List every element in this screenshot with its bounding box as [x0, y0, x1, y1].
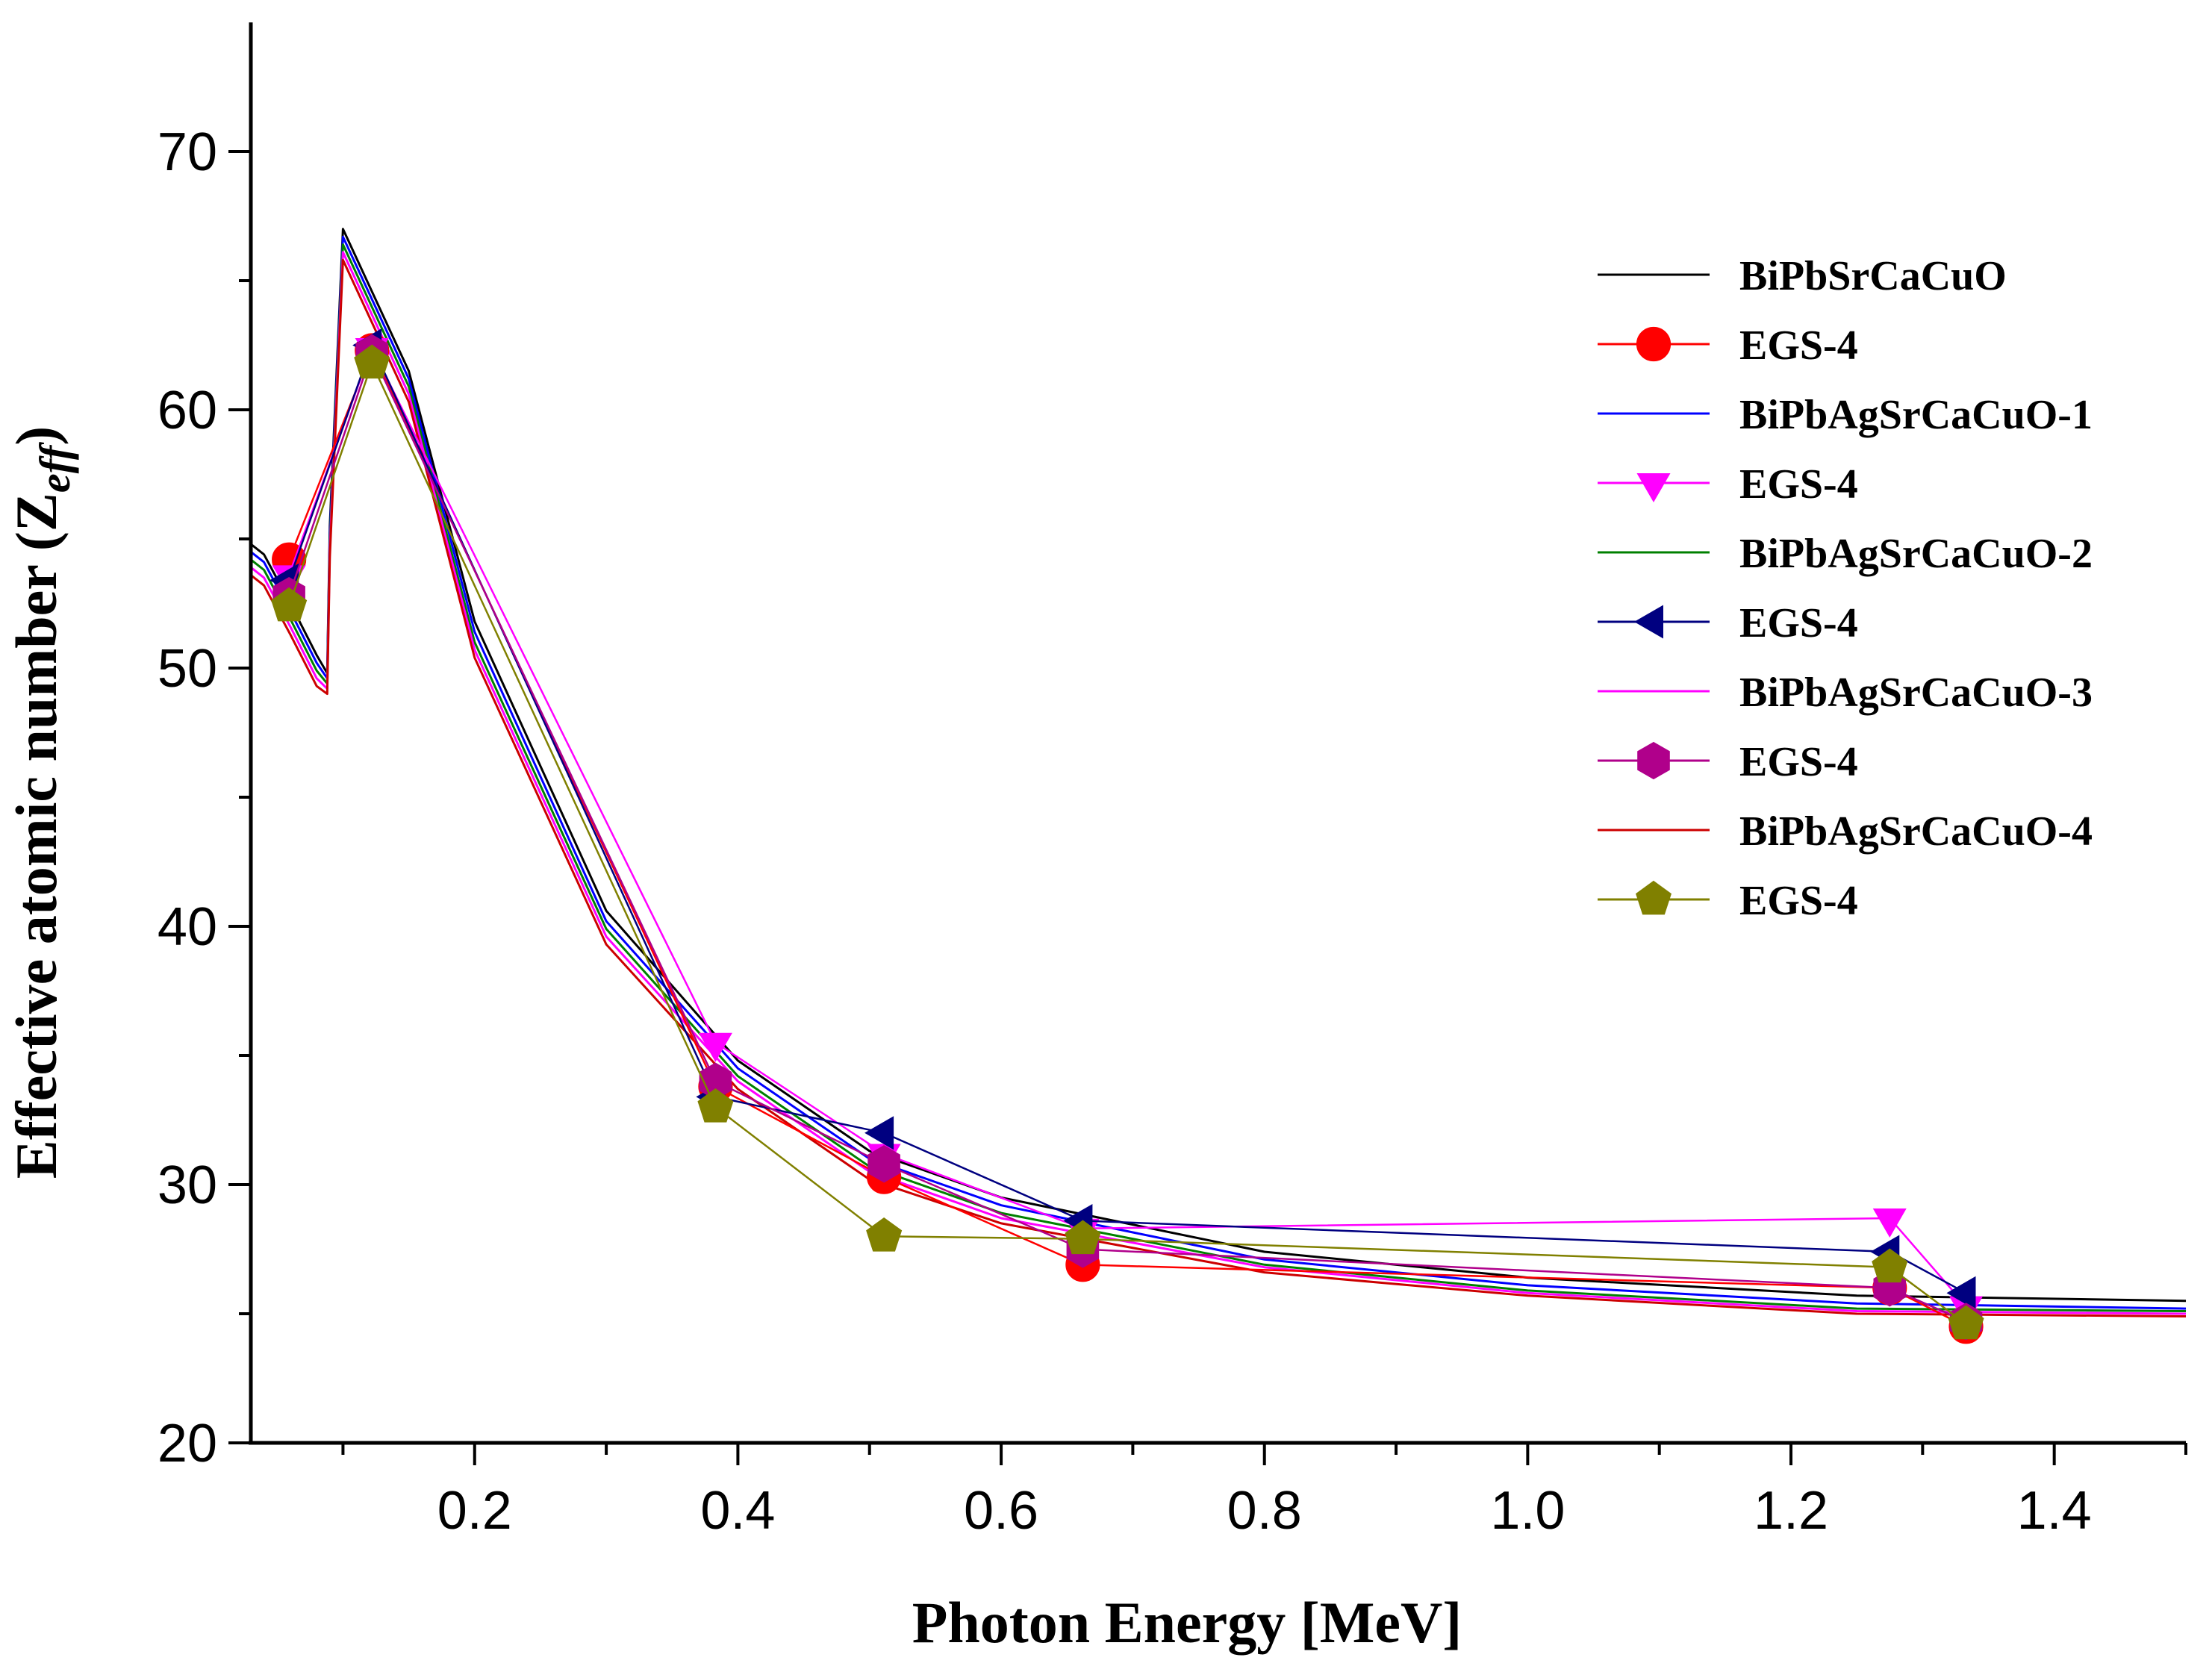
legend: BiPbSrCaCuO EGS-4 BiPbAgSrCaCuO-1 EGS-4 BiPb… — [1598, 253, 2093, 924]
legend-label: EGS-4 — [1739, 878, 1858, 924]
egs4-marker-5-5 — [1065, 1220, 1101, 1255]
legend-entry-3: BiPbAgSrCaCuO-1 — [1598, 392, 2093, 438]
x-axis-title: Photon Energy [MeV] — [912, 1590, 1462, 1655]
legend-entry-4: EGS-4 — [1598, 461, 1858, 508]
x-tick-label: 1.4 — [2017, 1481, 2092, 1541]
legend-marker-swatch — [1636, 326, 1672, 362]
series-line-2 — [250, 235, 2187, 1310]
y-axis-title: Effective atomic number (Zeff) — [4, 426, 79, 1179]
legend-entry-9: BiPbAgSrCaCuO-4 — [1598, 808, 2093, 855]
egs4-marker-5-3 — [697, 1088, 734, 1123]
legend-label: EGS-4 — [1739, 322, 1858, 369]
x-tick-label: 0.2 — [437, 1481, 512, 1541]
legend-label: BiPbAgSrCaCuO-2 — [1739, 531, 2093, 577]
egs4-marker-5-7 — [1948, 1305, 1984, 1340]
legend-label: EGS-4 — [1739, 461, 1858, 508]
egs4-marker-5-2 — [354, 344, 390, 379]
legend-marker-swatch — [1636, 880, 1672, 915]
legend-marker-swatch — [1637, 741, 1670, 780]
egs4-line-5 — [287, 361, 1967, 1325]
x-tick-label: 0.8 — [1227, 1481, 1302, 1541]
y-tick-label: 60 — [158, 381, 217, 440]
egs4-marker-5-1 — [271, 587, 308, 622]
plot-area — [250, 228, 2187, 1344]
y-axis-title-close: ) — [4, 426, 69, 446]
legend-label: BiPbAgSrCaCuO-1 — [1739, 392, 2093, 438]
x-tick-label: 0.4 — [700, 1481, 775, 1541]
legend-entry-7: BiPbAgSrCaCuO-3 — [1598, 670, 2093, 716]
y-tick-label: 50 — [158, 639, 217, 699]
egs4-line-2 — [287, 345, 1967, 1307]
series-line-5 — [250, 258, 2187, 1317]
egs4-marker-4-4 — [867, 1145, 900, 1183]
legend-label: EGS-4 — [1739, 600, 1858, 646]
legend-entry-2: EGS-4 — [1598, 322, 1858, 369]
x-tick-label: 1.2 — [1754, 1481, 1828, 1541]
legend-label: BiPbAgSrCaCuO-3 — [1739, 670, 2093, 716]
legend-entry-5: BiPbAgSrCaCuO-2 — [1598, 531, 2093, 577]
y-tick-label: 70 — [158, 122, 217, 182]
legend-marker-swatch — [1634, 605, 1663, 639]
x-tick-label: 0.6 — [964, 1481, 1038, 1541]
egs4-marker-5-4 — [866, 1217, 903, 1252]
legend-label: EGS-4 — [1739, 739, 1858, 785]
series-line-4 — [250, 251, 2187, 1315]
y-tick-label: 30 — [158, 1155, 217, 1215]
series-line-1 — [250, 228, 2187, 1303]
egs4-line-3 — [287, 343, 1967, 1294]
egs4-line-1 — [287, 348, 1967, 1328]
legend-marker-swatch — [1636, 473, 1671, 502]
y-axis-title-subscript: eff — [31, 441, 79, 493]
legend-entry-10: EGS-4 — [1598, 878, 1858, 924]
egs4-marker-5-6 — [1872, 1248, 1908, 1283]
y-axis-title-main: Effective atomic number (Z — [4, 493, 69, 1179]
egs4-marker-3-7 — [1946, 1276, 1976, 1310]
y-tick-label: 40 — [158, 897, 217, 957]
x-tick-label: 1.0 — [1490, 1481, 1565, 1541]
y-tick-label: 20 — [158, 1414, 217, 1473]
egs4-marker-3-4 — [864, 1116, 894, 1150]
legend-entry-8: EGS-4 — [1598, 739, 1858, 785]
axes: 0.2 0.4 0.6 0.8 1.0 1.2 1.4 20 30 40 50 60 70 — [158, 22, 2187, 1541]
egs4-marker-2-6 — [1872, 1208, 1907, 1238]
legend-entry-6: EGS-4 — [1598, 600, 1858, 646]
legend-entry-1: BiPbSrCaCuO — [1598, 253, 2007, 299]
legend-label: BiPbAgSrCaCuO-4 — [1739, 808, 2093, 855]
egs4-marker-2-3 — [698, 1032, 732, 1062]
egs4-line-4 — [287, 350, 1967, 1323]
legend-label: BiPbSrCaCuO — [1739, 253, 2007, 299]
